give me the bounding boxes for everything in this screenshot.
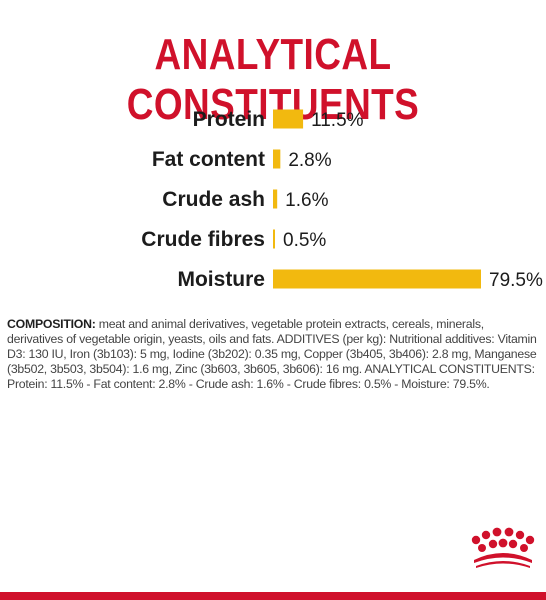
category-label: Moisture (177, 268, 265, 291)
bar (273, 229, 275, 249)
composition-body: meat and animal derivatives, vegetable p… (7, 317, 537, 391)
category-label: Fat content (152, 148, 265, 171)
page-title: ANALYTICAL CONSTITUENTS (126, 30, 420, 129)
value-label: 0.5% (283, 230, 326, 251)
value-label: 11.5% (311, 110, 364, 131)
category-label: Crude ash (162, 188, 265, 211)
category-label: Crude fibres (141, 228, 265, 251)
value-label: 79.5% (489, 270, 543, 291)
bar (273, 269, 481, 289)
category-label: Protein (193, 108, 265, 131)
value-label: 1.6% (285, 190, 328, 211)
composition-lead: COMPOSITION: (7, 317, 96, 331)
value-label: 2.8% (288, 150, 331, 171)
royal-canin-crown-icon (471, 527, 535, 568)
bar (273, 109, 304, 129)
bar (273, 189, 278, 209)
footer-brand-bar (0, 592, 546, 600)
composition-text-block: COMPOSITION: meat and animal derivatives… (7, 317, 541, 392)
bar (273, 149, 281, 169)
constituents-bar-chart: Protein 11.5% Fat content 2.8% Crude ash 1.6%… (141, 108, 543, 291)
